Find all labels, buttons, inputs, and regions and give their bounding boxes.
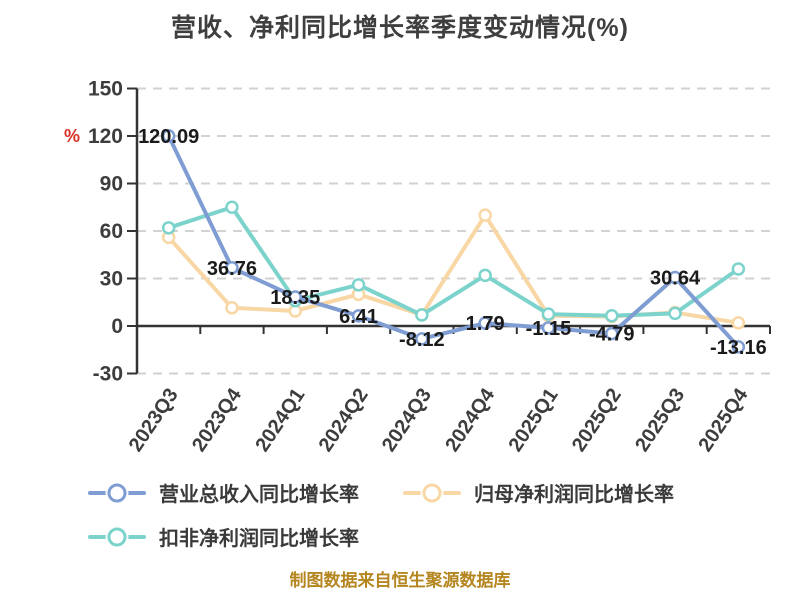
data-source-note: 制图数据来自恒生聚源数据库 — [289, 571, 511, 590]
series-line-2 — [166, 205, 741, 318]
legend-item-net-profit-yoy: 归母净利润同比增长率 — [403, 478, 674, 507]
x-tick-label: 2023Q3 — [125, 384, 183, 455]
data-point-marker — [541, 307, 556, 321]
data-point-marker — [668, 270, 682, 285]
data-point-marker — [351, 278, 366, 292]
legend-line-marker-icon — [403, 483, 461, 503]
y-tick-label: 60 — [100, 220, 123, 243]
data-point-marker — [225, 200, 239, 214]
data-point-marker — [161, 221, 176, 235]
data-point-marker — [415, 308, 429, 322]
data-point-marker — [605, 308, 619, 323]
data-point-marker — [605, 326, 619, 341]
data-point-marker — [415, 332, 429, 346]
legend-row-2: 扣非净利润同比增长率 — [88, 522, 359, 551]
legend-label: 扣非净利润同比增长率 — [159, 528, 359, 550]
x-tick-label: 2024Q2 — [315, 384, 373, 455]
data-point-marker — [731, 316, 746, 330]
x-tick-label: 2023Q4 — [188, 384, 247, 456]
y-tick-label: -30 — [93, 363, 123, 386]
data-label: -1.15 — [526, 318, 572, 340]
legend-item-total-revenue-yoy: 营业总收入同比增长率 — [88, 478, 359, 507]
data-label: -4.79 — [589, 324, 635, 346]
data-label: 120.09 — [138, 126, 199, 148]
data-label: -13.16 — [710, 337, 767, 359]
x-tick-label: 2024Q1 — [251, 384, 309, 455]
x-tick-label: 2025Q4 — [694, 384, 753, 456]
data-point-marker — [288, 290, 302, 304]
y-tick-label: 0 — [111, 315, 123, 338]
legend-label: 营业总收入同比增长率 — [159, 484, 359, 506]
data-point-marker — [541, 321, 556, 335]
data-point-marker — [225, 301, 239, 315]
data-point-marker — [478, 316, 492, 330]
data-point-marker — [731, 262, 746, 276]
data-point-marker — [478, 268, 492, 283]
legend-label: 归母净利润同比增长率 — [474, 484, 674, 506]
y-tick-label: 90 — [100, 173, 123, 196]
legend-row-1: 营业总收入同比增长率 归母净利润同比增长率 — [88, 478, 674, 507]
data-point-marker — [351, 309, 366, 323]
legend-item-non-gaap-net-profit-yoy: 扣非净利润同比增长率 — [88, 522, 359, 551]
y-axis-unit-label: % — [64, 126, 80, 146]
series-line-0 — [166, 133, 741, 349]
data-label: 30.64 — [650, 267, 701, 289]
data-point-marker — [225, 261, 239, 275]
legend-line-marker-icon — [88, 483, 146, 503]
data-point-marker — [478, 208, 492, 222]
data-point-marker — [731, 340, 746, 354]
data-point-marker — [668, 306, 682, 321]
x-tick-label: 2025Q1 — [505, 384, 563, 455]
data-label: -8.12 — [399, 329, 445, 351]
data-label: 18.35 — [270, 287, 320, 309]
data-point-marker — [161, 129, 176, 143]
x-tick-label: 2025Q2 — [568, 384, 626, 455]
data-label: 36.76 — [207, 258, 257, 280]
x-tick-label: 2024Q3 — [378, 384, 436, 455]
y-tick-label: 150 — [88, 78, 123, 101]
data-label: 6.41 — [339, 306, 378, 328]
y-tick-label: 120 — [88, 125, 123, 148]
x-tick-label: 2025Q3 — [631, 384, 689, 455]
chart-title: 营收、净利同比增长率季度变动情况(%) — [171, 14, 629, 42]
y-tick-label: 30 — [100, 268, 123, 291]
data-label: 1.79 — [466, 313, 505, 335]
legend-line-marker-icon — [88, 527, 146, 547]
x-tick-label: 2024Q4 — [441, 384, 500, 456]
